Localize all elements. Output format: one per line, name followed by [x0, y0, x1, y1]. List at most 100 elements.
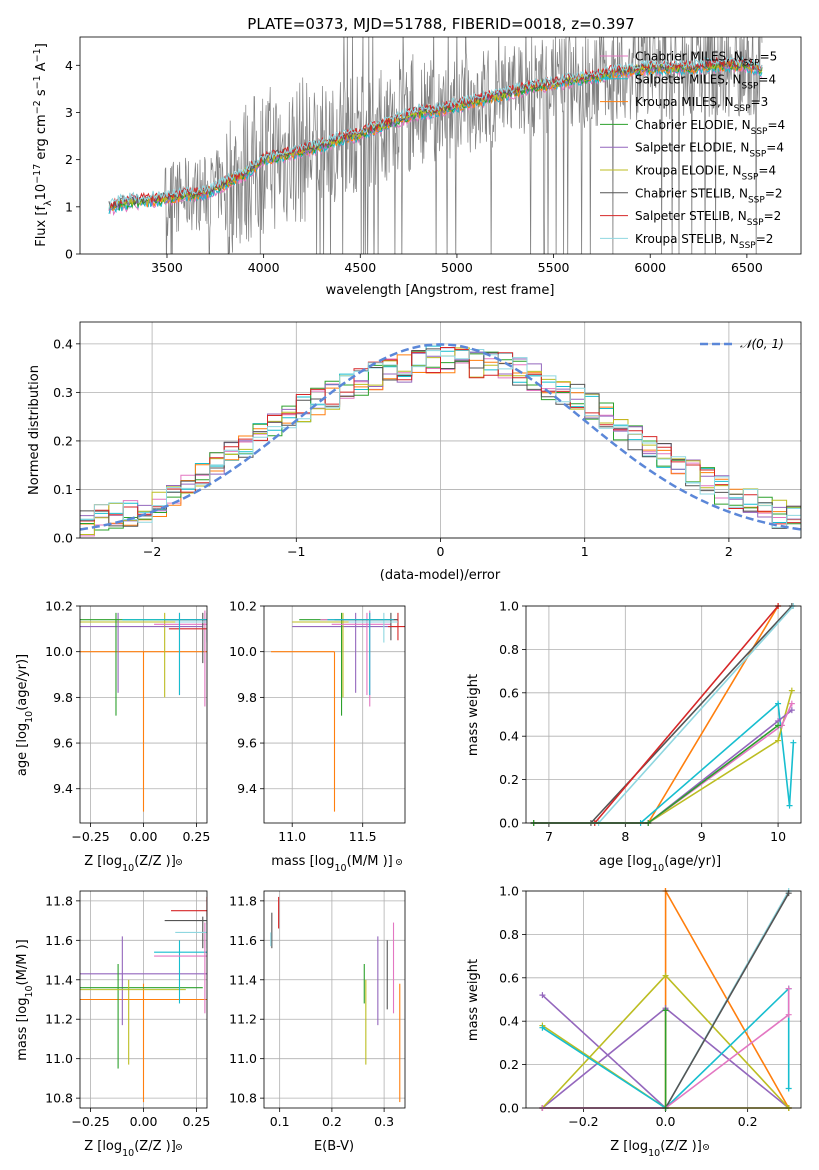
legend-label: Salpeter MILES, NSSP=4	[635, 72, 776, 91]
axis-label-part: (Z/Z	[660, 1139, 687, 1154]
y-tick-label: 0.4	[53, 336, 73, 351]
y-axis-label: Flux [fλ10−17 erg cm−2 s−1 A−1]	[32, 43, 54, 247]
y-tick-label: 10.2	[45, 599, 73, 614]
mass-weight-marker	[775, 700, 782, 707]
x-tick-label: 4000	[248, 260, 280, 275]
legend-label: Kroupa ELODIE, NSSP=4	[635, 164, 776, 183]
y-tick-label: 10.0	[45, 644, 73, 659]
x-axis-label: Z [log10(Z/Z )]	[84, 1139, 176, 1159]
y-tick-label: 10.8	[45, 1091, 73, 1106]
x-tick-label: −0.25	[71, 829, 109, 844]
mass-weight-line	[541, 986, 790, 1110]
legend-label: 𝒩(0, 1)	[740, 337, 784, 351]
x-tick-label: −2	[143, 544, 161, 559]
x-tick-label: 4500	[344, 260, 376, 275]
x-tick-label: 6000	[634, 260, 666, 275]
mass-weight-marker	[662, 972, 669, 979]
y-tick-label: 0.0	[53, 531, 73, 546]
legend-count: =2	[756, 232, 774, 246]
y-tick-label: 0.4	[499, 1014, 519, 1029]
legend-subscript: SSP	[748, 195, 765, 205]
x-tick-label: 0.0	[656, 1114, 676, 1129]
y-tick-label: 11.4	[229, 972, 257, 987]
weight-vs-metallicity-panel: −0.2 0.0 0.2 0.0 0.2 0.4 0.6 0.8 1.0 Z [log10(Z/Z…	[466, 884, 802, 1159]
y-tick-label: 3	[65, 105, 73, 120]
axis-label-part: −1	[32, 48, 43, 62]
y-axis-label: mass weight	[466, 674, 481, 756]
axis-label-part: 10	[34, 184, 49, 201]
y-axis-label: age [log10(age/yr)]	[15, 654, 35, 776]
x-axis-label: (data-model)/error	[380, 568, 501, 583]
age-vs-mass-panel: 11.0 11.5 9.4 9.6 9.8 10.0 10.2 mass [log10(M/M…	[229, 599, 406, 874]
mass-weight-marker	[785, 1085, 792, 1092]
x-axis-label: E(B-V)	[314, 1139, 354, 1154]
y-tick-label: 10.0	[229, 644, 257, 659]
axis-label-part: (M/M	[15, 954, 30, 986]
x-tick-label: 11.5	[349, 829, 377, 844]
y-tick-label: 9.4	[53, 781, 73, 796]
axes-frame	[263, 890, 406, 1109]
x-tick-label: −1	[287, 544, 305, 559]
axis-label-part: (age/yr)]	[664, 854, 721, 869]
axes-frame	[525, 890, 802, 1109]
legend-subscript: SSP	[749, 150, 766, 160]
x-tick-label: 0	[437, 544, 445, 559]
x-axis-label: age [log10(age/yr)]	[599, 854, 721, 874]
legend-text: Chabrier ELODIE, N	[635, 118, 751, 132]
mass-weight-marker	[788, 700, 795, 707]
mass-weight-line	[533, 701, 795, 824]
legend-count: =4	[767, 118, 785, 132]
y-tick-label: 2	[65, 152, 73, 167]
y-axis-label: Normed distribution	[27, 365, 42, 495]
spectrum-panel: 3500 4000 4500 5000 5500 6000 6500 0 1 2 3 4 wavelen…	[32, 36, 802, 298]
y-tick-label: 9.6	[237, 736, 257, 751]
plot-area	[539, 887, 792, 1111]
x-axis-label: Z [log10(Z/Z )]	[610, 1139, 702, 1159]
mass-weight-line	[533, 605, 793, 824]
plot-area	[271, 610, 405, 812]
y-tick-label: 0.3	[53, 385, 73, 400]
legend-label: Kroupa STELIB, NSSP=2	[635, 232, 773, 251]
mass-vs-ebv-panel: 0.1 0.2 0.3 10.8 11.0 11.2 11.4 11.6 11.8 E(B-V)	[229, 890, 406, 1154]
plot-area	[80, 610, 207, 812]
axis-label-part: )]	[378, 854, 392, 869]
residual-histogram	[80, 349, 801, 538]
legend-label: Chabrier MILES, NSSP=5	[635, 50, 777, 69]
model-spectrum-line	[108, 55, 763, 209]
legend-text: Chabrier MILES, N	[635, 50, 743, 64]
figure-title: PLATE=0373, MJD=51788, FIBERID=0018, z=0…	[247, 15, 634, 33]
axis-label-part: wavelength [Angstrom, rest frame]	[326, 283, 555, 298]
x-tick-label: 11.0	[278, 829, 306, 844]
solar-symbol-ring	[395, 859, 402, 866]
mass-weight-marker	[539, 992, 546, 999]
axis-label-part: 10	[24, 711, 35, 723]
x-tick-label: 2	[725, 544, 733, 559]
x-tick-label: 7	[545, 829, 553, 844]
axis-label-part: age [log	[15, 723, 30, 776]
y-tick-label: 11.0	[45, 1051, 73, 1066]
legend-text: Kroupa ELODIE, N	[635, 164, 742, 178]
y-tick-label: 0.1	[53, 482, 73, 497]
x-tick-label: 0.2	[322, 1114, 342, 1129]
y-tick-label: 0.4	[499, 729, 519, 744]
y-tick-label: 10.2	[229, 599, 257, 614]
legend-count: =4	[766, 141, 784, 155]
mass-weight-line	[533, 724, 779, 824]
legend-subscript: SSP	[743, 59, 760, 69]
x-axis-label: wavelength [Angstrom, rest frame]	[326, 283, 555, 298]
x-tick-label: 0.00	[130, 1114, 158, 1129]
y-tick-label: 0	[65, 247, 73, 262]
plot-area	[80, 896, 207, 1103]
axis-label-part: )]	[162, 854, 176, 869]
axis-label-part: mass weight	[466, 674, 481, 756]
axes-frame	[79, 890, 208, 1109]
y-tick-label: 9.6	[53, 736, 73, 751]
plot-area	[530, 603, 797, 826]
x-tick-label: 0.00	[130, 829, 158, 844]
x-tick-label: 0.2	[738, 1114, 758, 1129]
y-tick-label: 0.0	[499, 1101, 519, 1116]
axis-label-part: age [log	[599, 854, 652, 869]
y-tick-label: 11.2	[45, 1012, 73, 1027]
axis-label-part: ]	[34, 43, 49, 48]
